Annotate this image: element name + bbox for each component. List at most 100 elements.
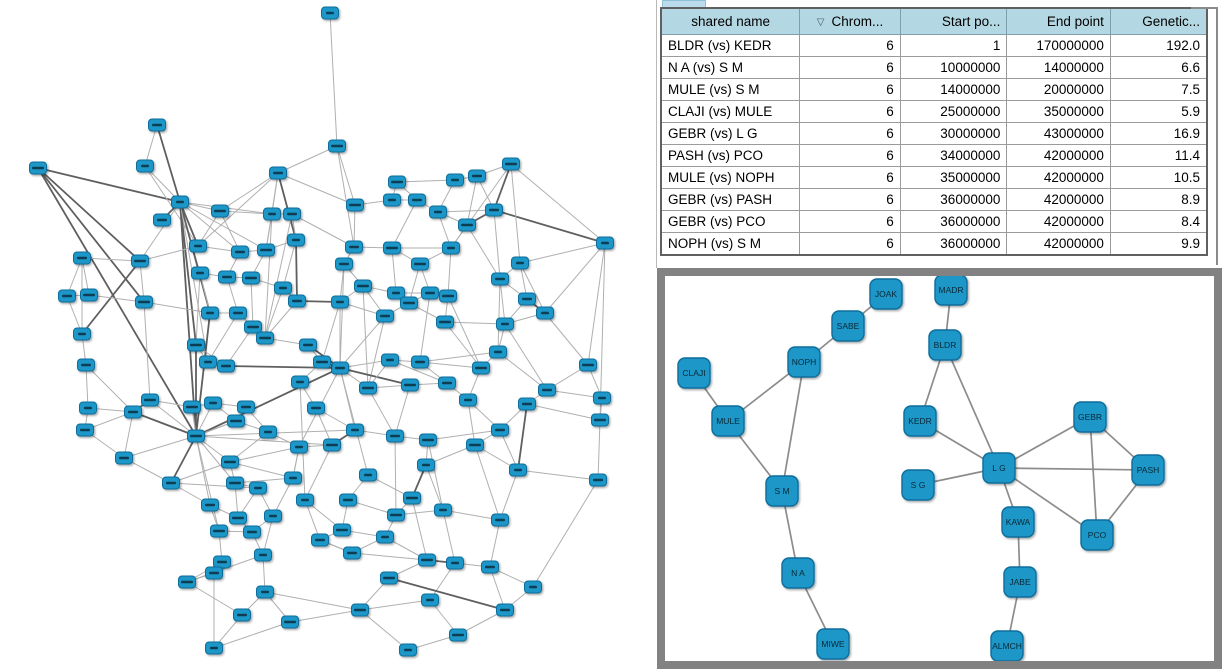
graph-node[interactable] bbox=[58, 289, 76, 303]
cell-value[interactable]: 30000000 bbox=[899, 122, 1008, 145]
filter-icon[interactable]: ▽ bbox=[816, 17, 825, 28]
graph-node[interactable] bbox=[579, 358, 597, 372]
graph-node-box[interactable] bbox=[903, 405, 937, 437]
table-row[interactable]: CLAJI (vs) MULE 6 25000000 35000000 5.9 bbox=[660, 100, 1208, 123]
graph-edge[interactable] bbox=[207, 312, 239, 363]
graph-edge[interactable] bbox=[304, 499, 321, 541]
graph-node-n-a[interactable]: N A bbox=[781, 557, 815, 589]
graph-node[interactable] bbox=[77, 358, 95, 372]
graph-node[interactable] bbox=[593, 391, 611, 405]
graph-node[interactable] bbox=[502, 157, 520, 171]
graph-edge[interactable] bbox=[195, 312, 211, 437]
graph-edge[interactable] bbox=[85, 364, 89, 409]
graph-edge[interactable] bbox=[467, 399, 476, 446]
table-row[interactable]: GEBR (vs) PCO 6 36000000 42000000 8.4 bbox=[660, 210, 1208, 233]
graph-edge[interactable] bbox=[493, 163, 512, 211]
graph-edge[interactable] bbox=[419, 351, 499, 363]
graph-edge[interactable] bbox=[396, 179, 456, 183]
graph-node-box[interactable] bbox=[1131, 454, 1165, 486]
graph-edge[interactable] bbox=[493, 209, 606, 244]
graph-node-kawa[interactable]: KAWA bbox=[1001, 506, 1035, 538]
graph-node[interactable] bbox=[227, 414, 245, 428]
graph-edge[interactable] bbox=[250, 277, 254, 328]
cell-value[interactable]: 6.6 bbox=[1109, 56, 1208, 79]
graph-edge[interactable] bbox=[781, 361, 805, 492]
graph-node-joak[interactable]: JOAK bbox=[869, 278, 903, 310]
graph-node[interactable] bbox=[331, 295, 349, 309]
cell-value[interactable]: 42000000 bbox=[1006, 232, 1111, 256]
graph-node[interactable] bbox=[187, 429, 205, 443]
graph-node[interactable] bbox=[243, 525, 261, 539]
graph-node[interactable] bbox=[491, 423, 509, 437]
table-row[interactable]: GEBR (vs) PASH 6 36000000 42000000 8.9 bbox=[660, 188, 1208, 211]
graph-node[interactable] bbox=[124, 405, 142, 419]
graph-edge[interactable] bbox=[291, 213, 355, 248]
graph-edge[interactable] bbox=[546, 389, 603, 399]
graph-edge[interactable] bbox=[998, 467, 1098, 536]
graph-node[interactable] bbox=[229, 511, 247, 525]
graph-edge[interactable] bbox=[179, 201, 209, 363]
graph-edge[interactable] bbox=[132, 411, 197, 437]
cell-value[interactable]: 35000000 bbox=[899, 166, 1008, 189]
graph-edge[interactable] bbox=[179, 201, 197, 437]
graph-edge[interactable] bbox=[499, 469, 519, 521]
graph-node-box[interactable] bbox=[787, 346, 821, 378]
graph-node[interactable] bbox=[256, 331, 274, 345]
graph-edge[interactable] bbox=[37, 167, 141, 262]
graph-node[interactable] bbox=[287, 233, 305, 247]
graph-edge[interactable] bbox=[442, 509, 501, 521]
graph-node-madr[interactable]: MADR bbox=[934, 276, 968, 306]
graph-node[interactable] bbox=[323, 438, 341, 452]
graph-node[interactable] bbox=[307, 401, 325, 415]
graph-edge[interactable] bbox=[544, 312, 589, 366]
graph-edge[interactable] bbox=[139, 201, 181, 262]
graph-node[interactable] bbox=[383, 193, 401, 207]
graph-edge[interactable] bbox=[544, 242, 606, 314]
cell-value[interactable]: 20000000 bbox=[1006, 78, 1111, 101]
graph-node[interactable] bbox=[153, 213, 171, 227]
graph-node[interactable] bbox=[135, 295, 153, 309]
graph-edge[interactable] bbox=[199, 272, 211, 314]
graph-edge[interactable] bbox=[37, 167, 197, 437]
graph-node[interactable] bbox=[438, 376, 456, 390]
graph-edge[interactable] bbox=[219, 172, 279, 212]
graph-edge[interactable] bbox=[497, 278, 501, 353]
graph-node[interactable] bbox=[458, 218, 476, 232]
graph-edge[interactable] bbox=[359, 609, 409, 651]
graph-edge[interactable] bbox=[123, 411, 134, 459]
graph-node[interactable] bbox=[496, 603, 514, 617]
cell-shared-name[interactable]: NOPH (vs) S M bbox=[660, 232, 801, 256]
column-header-start-po[interactable]: Start po... bbox=[899, 7, 1008, 35]
graph-edge[interactable] bbox=[229, 461, 294, 479]
graph-edge[interactable] bbox=[504, 323, 548, 391]
graph-edge[interactable] bbox=[282, 239, 297, 289]
graph-node[interactable] bbox=[335, 257, 353, 271]
graph-node[interactable] bbox=[403, 491, 421, 505]
graph-node-kedr[interactable]: KEDR bbox=[903, 405, 937, 437]
graph-edge[interactable] bbox=[510, 163, 521, 264]
cell-shared-name[interactable]: GEBR (vs) PASH bbox=[660, 188, 801, 211]
graph-node[interactable] bbox=[213, 555, 231, 569]
cell-value[interactable]: 10000000 bbox=[899, 56, 1008, 79]
graph-node[interactable] bbox=[233, 608, 251, 622]
graph-edge[interactable] bbox=[519, 262, 546, 314]
cell-value[interactable]: 6 bbox=[799, 166, 901, 189]
graph-node[interactable] bbox=[351, 603, 369, 617]
graph-node-box[interactable] bbox=[934, 276, 968, 306]
graph-node[interactable] bbox=[376, 309, 394, 323]
graph-edge[interactable] bbox=[143, 301, 211, 314]
graph-edge[interactable] bbox=[289, 609, 361, 623]
graph-node[interactable] bbox=[591, 413, 609, 427]
graph-edge[interactable] bbox=[359, 599, 431, 611]
graph-edge[interactable] bbox=[599, 242, 606, 421]
graph-node[interactable] bbox=[421, 593, 439, 607]
graph-node[interactable] bbox=[446, 173, 464, 187]
cell-value[interactable]: 42000000 bbox=[1006, 144, 1111, 167]
graph-node[interactable] bbox=[589, 473, 607, 487]
graph-edge[interactable] bbox=[353, 204, 356, 248]
graph-edge[interactable] bbox=[195, 367, 341, 437]
graph-edge[interactable] bbox=[466, 224, 501, 280]
graph-edge[interactable] bbox=[264, 213, 293, 339]
graph-edge[interactable] bbox=[517, 403, 528, 471]
graph-node[interactable] bbox=[408, 193, 426, 207]
